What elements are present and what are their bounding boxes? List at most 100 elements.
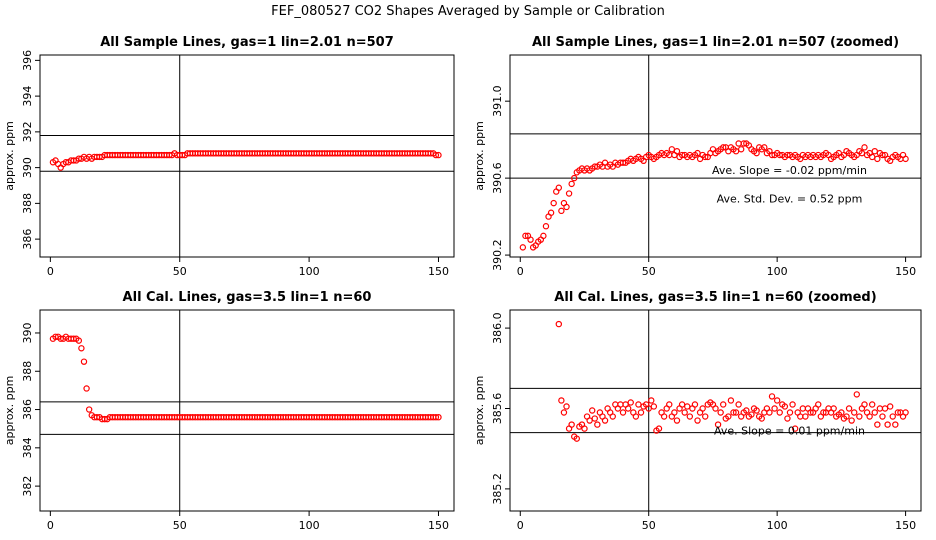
data-point — [714, 421, 722, 428]
y-axis-label: approx. ppm — [473, 121, 486, 191]
y-tick-label: 396 — [21, 50, 34, 71]
data-point — [547, 209, 555, 216]
x-tick-label: 0 — [517, 265, 524, 278]
data-point — [807, 409, 814, 416]
y-axis-label: approx. ppm — [3, 121, 16, 191]
data-point — [853, 391, 860, 398]
data-point — [820, 409, 827, 416]
data-point — [712, 405, 719, 412]
data-point — [655, 425, 663, 432]
data-point — [838, 409, 845, 416]
data-point — [555, 184, 563, 191]
data-point — [57, 335, 64, 342]
data-point — [786, 409, 794, 416]
data-point — [555, 320, 563, 328]
plot-frame — [509, 309, 922, 512]
y-axis-label: approx. ppm — [3, 376, 16, 446]
data-point — [565, 190, 573, 197]
y-tick-label: 385.2 — [491, 473, 504, 505]
data-point — [845, 405, 853, 412]
data-point — [563, 403, 570, 410]
data-point — [694, 417, 701, 424]
data-point — [589, 407, 596, 414]
data-point — [624, 405, 632, 412]
data-point — [902, 409, 909, 416]
data-point — [568, 421, 575, 428]
data-point — [568, 180, 575, 188]
y-tick-label: 384 — [21, 437, 34, 458]
data-point — [671, 409, 678, 416]
data-point — [732, 409, 740, 416]
data-point — [791, 425, 799, 432]
figure-title: FEF_080527 CO2 Shapes Averaged by Sample… — [271, 4, 665, 19]
data-point — [581, 425, 588, 432]
data-point — [75, 337, 83, 344]
data-point — [702, 153, 709, 161]
data-point — [720, 401, 727, 408]
y-tick-label: 385.6 — [491, 393, 504, 425]
data-point — [720, 144, 727, 151]
x-tick-label: 100 — [299, 519, 320, 532]
data-point — [784, 415, 791, 422]
data-point — [879, 151, 886, 159]
panel-1: All Sample Lines, gas=1 lin=2.01 n=507 ap… — [3, 35, 455, 278]
data-point — [874, 421, 881, 428]
data-point — [85, 406, 93, 413]
y-tick-label: 382 — [21, 476, 34, 497]
panel-4: All Cal. Lines, gas=3.5 lin=1 n=60 (zoom… — [473, 290, 922, 532]
data-point — [876, 405, 884, 412]
data-point — [717, 409, 724, 416]
data-point — [797, 413, 804, 420]
data-point — [70, 335, 77, 342]
data-point — [52, 333, 59, 340]
data-point — [594, 421, 601, 428]
data-point — [435, 151, 442, 159]
data-point — [432, 151, 440, 159]
x-tick-label: 50 — [642, 265, 656, 278]
data-point — [879, 413, 886, 420]
panel-title: All Cal. Lines, gas=3.5 lin=1 n=60 — [123, 290, 372, 305]
data-point — [735, 401, 742, 408]
x-tick-label: 50 — [173, 519, 187, 532]
x-tick-label: 100 — [767, 265, 788, 278]
data-point — [558, 397, 565, 404]
data-point — [799, 405, 807, 412]
data-point — [681, 409, 688, 416]
y-tick-label: 388 — [21, 193, 34, 214]
data-point — [673, 417, 681, 424]
data-point — [886, 403, 894, 410]
data-point — [771, 405, 778, 412]
y-tick-label: 390.2 — [491, 239, 504, 270]
data-point — [892, 421, 899, 428]
data-point — [902, 155, 909, 163]
data-point — [868, 153, 876, 161]
panel-3: All Cal. Lines, gas=3.5 lin=1 n=60 approx… — [3, 290, 455, 532]
data-point — [563, 203, 570, 211]
data-point — [617, 401, 624, 408]
y-tick-label: 390 — [21, 157, 34, 178]
x-tick-label: 50 — [642, 519, 656, 532]
data-point — [884, 421, 891, 428]
data-point — [645, 405, 652, 412]
x-tick-label: 0 — [47, 519, 54, 532]
data-point — [691, 401, 699, 408]
plot-frame — [39, 309, 455, 512]
data-point — [830, 405, 837, 412]
y-tick-label: 386 — [21, 229, 34, 250]
data-point — [881, 405, 889, 412]
x-tick-label: 0 — [47, 265, 54, 278]
y-tick-label: 394 — [21, 86, 34, 107]
data-point — [789, 401, 796, 408]
data-point — [866, 413, 873, 420]
y-tick-label: 392 — [21, 121, 34, 142]
x-tick-label: 50 — [173, 265, 187, 278]
panel-title: All Sample Lines, gas=1 lin=2.01 n=507 (… — [532, 35, 899, 50]
data-point — [527, 236, 534, 243]
data-point — [101, 415, 108, 423]
data-point — [753, 407, 760, 414]
y-tick-label: 390.6 — [491, 162, 504, 194]
data-point — [748, 411, 755, 418]
data-point — [766, 409, 773, 416]
data-point — [522, 232, 529, 240]
